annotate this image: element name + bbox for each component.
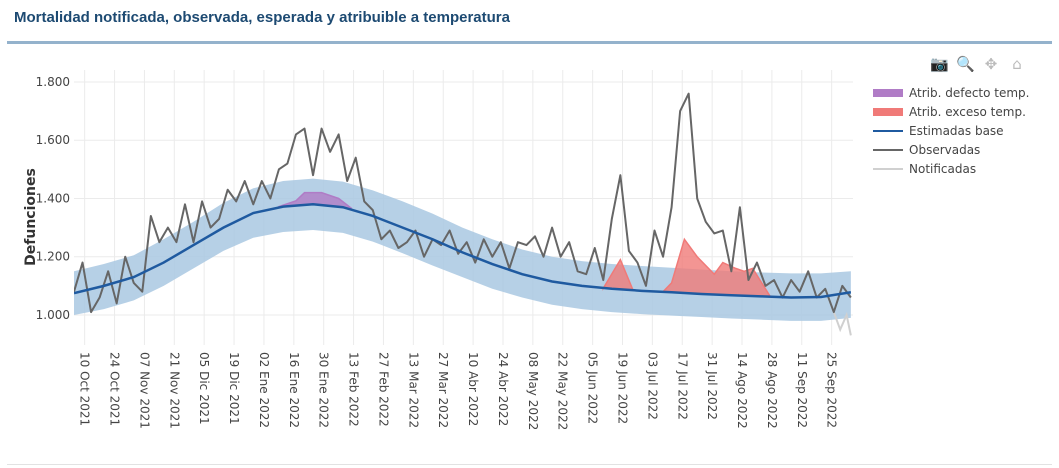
x-tick-label: 13 Mar 2022 [406,352,420,428]
x-tick-label: 30 Ene 2022 [317,352,331,428]
legend-item[interactable]: Estimadas base [909,124,1004,138]
x-tick-label: 16 Ene 2022 [287,352,301,428]
bottom-divider [7,464,1052,465]
estimadas-base-line [74,203,852,299]
camera-icon[interactable]: 📷 [930,55,949,73]
legend-item[interactable]: Atrib. defecto temp. [909,86,1030,100]
x-tick-label: 10 Abr 2022 [466,352,480,426]
home-icon[interactable]: ⌂ [1012,55,1022,73]
y-tick-label: 1.200 [36,250,70,264]
x-tick-label: 10 Oct 2021 [78,352,92,426]
x-tick-label: 19 Dic 2021 [227,352,241,425]
zoom-icon[interactable]: 🔍 [956,55,975,73]
plot-area [74,92,852,336]
legend-item[interactable]: Observadas [909,143,980,157]
modebar: 📷 🔍 ✥ ⌂ [930,55,1026,73]
x-tick-label: 28 Ago 2022 [765,352,779,429]
x-tick-label: 27 Mar 2022 [436,352,450,428]
observadas-line [74,92,852,314]
confidence-band [74,178,851,321]
x-tick-label: 25 Sep 2022 [825,352,839,428]
x-tick-label: 22 May 2022 [556,352,570,430]
x-tick-label: 05 Dic 2021 [197,352,211,425]
x-tick-label: 21 Nov 2021 [167,352,181,429]
x-tick-label: 19 Jun 2022 [616,352,630,424]
y-tick-label: 1.600 [36,133,70,147]
x-tick-label: 27 Feb 2022 [376,352,390,427]
x-tick-label: 11 Sep 2022 [795,352,809,428]
x-tick-label: 08 May 2022 [526,352,540,430]
y-tick-label: 1.400 [36,191,70,205]
x-tick-label: 31 Jul 2022 [705,352,719,420]
title-divider [7,41,1052,44]
x-tick-label: 07 Nov 2021 [137,352,151,429]
x-tick-label: 17 Jul 2022 [675,352,689,420]
x-tick-label: 24 Abr 2022 [496,352,510,426]
y-axis-title: Defunciones [23,168,39,266]
x-tick-label: 13 Feb 2022 [347,352,361,427]
x-tick-label: 24 Oct 2021 [108,352,122,426]
x-tick-label: 05 Jun 2022 [586,352,600,424]
legend-swatch-area [873,108,903,116]
y-tick-label: 1.000 [36,308,70,322]
x-tick-label: 02 Ene 2022 [257,352,271,428]
legend-swatch-area [873,89,903,97]
x-tick-label: 03 Jul 2022 [645,352,659,420]
legend-item[interactable]: Notificadas [909,162,976,176]
y-tick-label: 1.800 [36,75,70,89]
x-tick-label: 14 Ago 2022 [735,352,749,429]
pan-icon[interactable]: ✥ [984,55,998,73]
legend-item[interactable]: Atrib. exceso temp. [909,105,1026,119]
chart-title: Mortalidad notificada, observada, espera… [14,9,510,26]
